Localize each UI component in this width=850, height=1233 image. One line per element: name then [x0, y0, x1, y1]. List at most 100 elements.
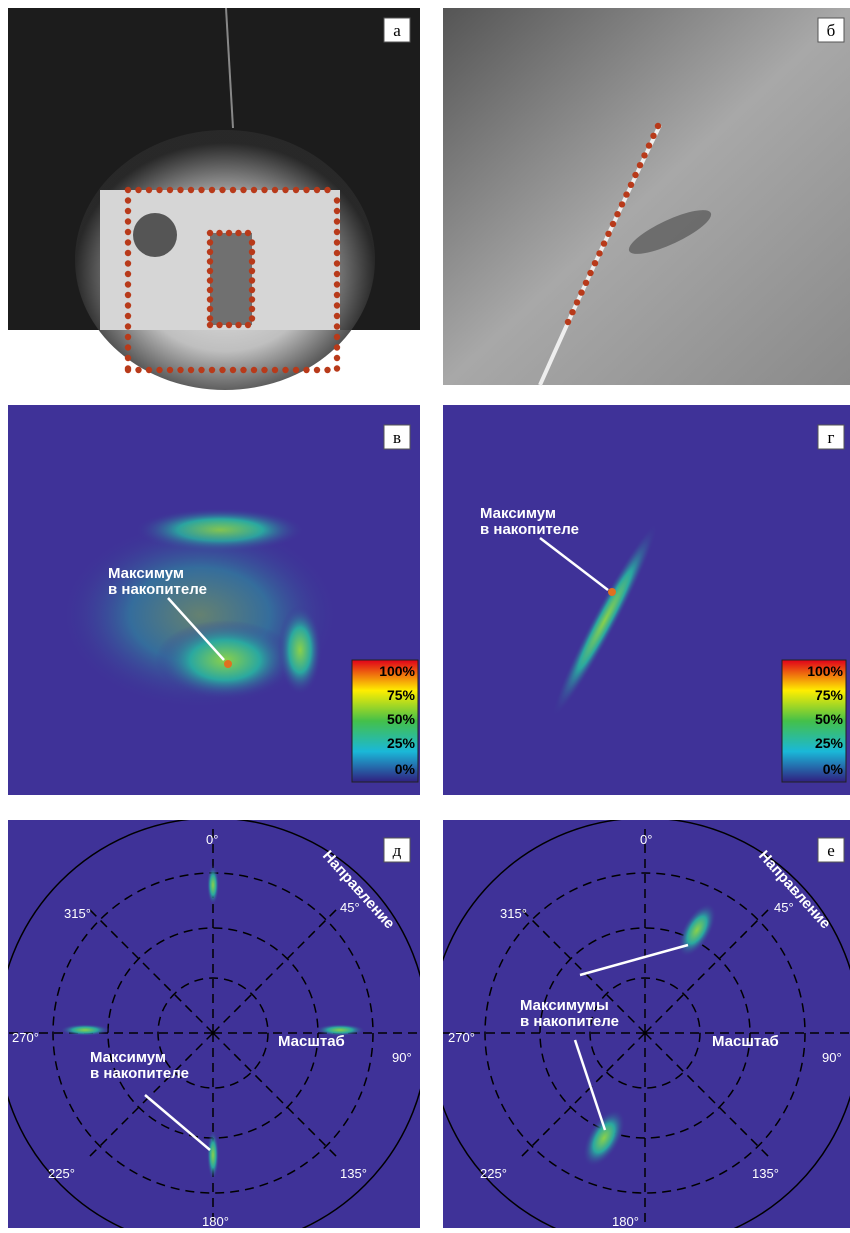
- outline-dot: [334, 334, 340, 340]
- outline-dot: [249, 268, 255, 274]
- outline-dot: [623, 191, 629, 197]
- outline-dot: [125, 229, 131, 235]
- heat-spot: [278, 605, 322, 695]
- panel-letter: а: [393, 21, 401, 40]
- outline-dot: [578, 289, 584, 295]
- colorbar-label: 100%: [807, 663, 843, 679]
- outline-dot: [272, 187, 278, 193]
- panel-g: Максимум в накопителе 100% 75% 50% 25% 0…: [443, 405, 850, 795]
- scale-label: Масштаб: [278, 1033, 345, 1050]
- outline-dot: [125, 239, 131, 245]
- outline-dot: [324, 187, 330, 193]
- annotation: Максимумы: [520, 997, 609, 1014]
- scale-label: Масштаб: [712, 1033, 779, 1050]
- angle-label: 270°: [448, 1030, 475, 1045]
- outline-dot: [324, 367, 330, 373]
- outline-dot: [207, 277, 213, 283]
- outline-dot: [207, 306, 213, 312]
- outline-dot: [167, 187, 173, 193]
- outline-dot: [293, 367, 299, 373]
- outline-dot: [207, 322, 213, 328]
- outline-dot: [334, 281, 340, 287]
- heat-spot: [207, 1130, 219, 1180]
- outline-dot: [146, 367, 152, 373]
- outline-dot: [219, 187, 225, 193]
- outline-dot: [641, 152, 647, 158]
- outline-dot: [125, 365, 131, 371]
- heat-spot: [60, 1024, 110, 1036]
- outline-dot: [177, 187, 183, 193]
- outline-dot: [125, 271, 131, 277]
- outline-dot: [146, 187, 152, 193]
- outline-dot: [226, 230, 232, 236]
- outline-dot: [655, 123, 661, 129]
- heat-max: [224, 660, 232, 668]
- panel-b: б: [443, 8, 850, 385]
- heat-max: [608, 588, 616, 596]
- outline-dot: [207, 230, 213, 236]
- outline-dot: [207, 287, 213, 293]
- outline-dot: [249, 249, 255, 255]
- outline-dot: [596, 250, 602, 256]
- outline-dot: [334, 260, 340, 266]
- outline-dot: [334, 229, 340, 235]
- outline-dot: [240, 367, 246, 373]
- colorbar-label: 75%: [387, 687, 416, 703]
- outline-dot: [226, 322, 232, 328]
- outline-dot: [334, 239, 340, 245]
- outline-dot: [251, 367, 257, 373]
- figure: а б Максимум в накопителе 100% 75% 50% 2…: [0, 0, 850, 1233]
- colorbar-label: 25%: [815, 735, 844, 751]
- outline-dot: [125, 344, 131, 350]
- annotation: в накопителе: [90, 1065, 189, 1082]
- annotation: в накопителе: [520, 1013, 619, 1030]
- outline-dot: [334, 197, 340, 203]
- outline-dot: [216, 230, 222, 236]
- outline-dot: [628, 182, 634, 188]
- outline-dot: [249, 306, 255, 312]
- outline-dot: [587, 270, 593, 276]
- outline-dot: [272, 367, 278, 373]
- colorbar-label: 50%: [387, 711, 416, 727]
- outline-dot: [646, 142, 652, 148]
- outline-dot: [261, 367, 267, 373]
- outline-dot: [605, 231, 611, 237]
- angle-label: 45°: [774, 900, 794, 915]
- outline-dot: [334, 313, 340, 319]
- heat-spot: [155, 620, 295, 700]
- outline-dot: [619, 201, 625, 207]
- outline-dot: [230, 187, 236, 193]
- angle-label: 90°: [822, 1050, 842, 1065]
- outline-dot: [167, 367, 173, 373]
- angle-label: 0°: [640, 832, 652, 847]
- outline-dot: [249, 296, 255, 302]
- colorbar-label: 75%: [815, 687, 844, 703]
- outline-dot: [334, 344, 340, 350]
- outline-dot: [569, 309, 575, 315]
- outline-dot: [188, 367, 194, 373]
- outline-dot: [125, 187, 131, 193]
- angle-label: 45°: [340, 900, 360, 915]
- angle-label: 315°: [64, 906, 91, 921]
- outline-dot: [125, 250, 131, 256]
- outline-dot: [249, 239, 255, 245]
- outline-dot: [334, 208, 340, 214]
- outline-dot: [249, 277, 255, 283]
- angle-label: 270°: [12, 1030, 39, 1045]
- panel-letter: б: [827, 21, 836, 40]
- outline-dot: [230, 367, 236, 373]
- outline-dot: [583, 280, 589, 286]
- outline-dot: [632, 172, 638, 178]
- outline-dot: [314, 367, 320, 373]
- panel-letter: г: [828, 428, 835, 447]
- outline-dot: [209, 367, 215, 373]
- outline-dot: [125, 355, 131, 361]
- outline-dot: [650, 133, 656, 139]
- outline-dot: [207, 296, 213, 302]
- outline-dot: [261, 187, 267, 193]
- outline-dot: [235, 230, 241, 236]
- outline-dot: [303, 187, 309, 193]
- outline-dot: [245, 322, 251, 328]
- annotation: в накопителе: [480, 521, 579, 538]
- colorbar-label: 0%: [395, 761, 416, 777]
